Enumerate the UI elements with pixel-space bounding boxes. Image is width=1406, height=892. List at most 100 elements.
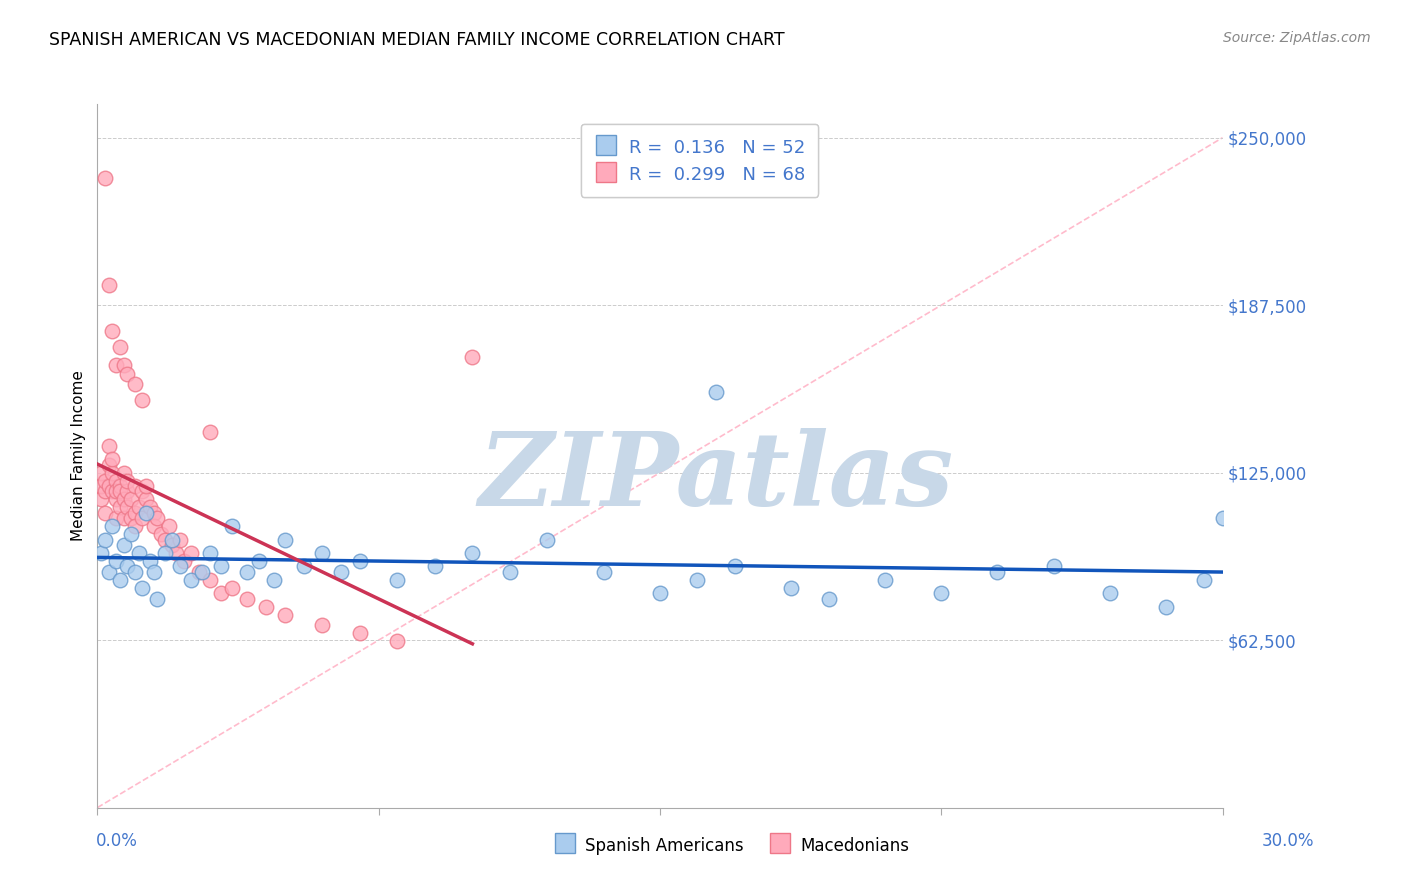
Point: [112, 466, 135, 480]
Point: [1212, 511, 1234, 525]
Point: [105, 554, 128, 568]
Point: [120, 527, 142, 541]
Point: [90, 546, 112, 560]
Point: [780, 581, 803, 595]
Point: [105, 492, 128, 507]
Point: [117, 500, 139, 515]
Point: [198, 425, 221, 440]
Point: [1098, 586, 1121, 600]
Point: [180, 546, 202, 560]
Point: [146, 591, 169, 606]
Point: [101, 519, 124, 533]
Point: [146, 511, 169, 525]
Point: [120, 511, 142, 525]
Point: [191, 565, 214, 579]
Point: [461, 546, 484, 560]
Point: [101, 324, 124, 338]
Point: [94, 484, 117, 499]
Point: [209, 586, 232, 600]
Point: [142, 506, 165, 520]
Text: ZIPatlas: ZIPatlas: [478, 427, 953, 526]
Point: [120, 492, 142, 507]
Legend: R =  0.136   N = 52, R =  0.299   N = 68: R = 0.136 N = 52, R = 0.299 N = 68: [581, 124, 818, 197]
Point: [124, 506, 146, 520]
Point: [274, 533, 297, 547]
Point: [349, 554, 371, 568]
Point: [423, 559, 446, 574]
Point: [97, 439, 120, 453]
Point: [592, 565, 614, 579]
Point: [105, 359, 128, 373]
Point: [112, 492, 135, 507]
Point: [131, 484, 153, 499]
Point: [97, 565, 120, 579]
Point: [236, 565, 259, 579]
Point: [349, 626, 371, 640]
Point: [311, 618, 333, 632]
Point: [112, 538, 135, 552]
Point: [142, 519, 165, 533]
Point: [135, 492, 157, 507]
Point: [704, 385, 727, 400]
Point: [162, 533, 184, 547]
Point: [94, 474, 117, 488]
Point: [162, 538, 184, 552]
Point: [90, 492, 112, 507]
Point: [724, 559, 747, 574]
Point: [124, 519, 146, 533]
Point: [198, 546, 221, 560]
Point: [292, 559, 315, 574]
Text: SPANISH AMERICAN VS MACEDONIAN MEDIAN FAMILY INCOME CORRELATION CHART: SPANISH AMERICAN VS MACEDONIAN MEDIAN FA…: [49, 31, 785, 49]
Point: [209, 559, 232, 574]
Point: [387, 573, 409, 587]
Point: [90, 466, 112, 480]
Point: [108, 573, 131, 587]
Point: [461, 351, 484, 365]
Point: [94, 506, 117, 520]
Point: [108, 500, 131, 515]
Text: 30.0%: 30.0%: [1263, 831, 1315, 849]
Point: [499, 565, 522, 579]
Point: [648, 586, 671, 600]
Point: [108, 479, 131, 493]
Point: [986, 565, 1008, 579]
Point: [101, 484, 124, 499]
Point: [131, 393, 153, 408]
Point: [150, 527, 173, 541]
Point: [274, 607, 297, 622]
Point: [105, 474, 128, 488]
Text: Source: ZipAtlas.com: Source: ZipAtlas.com: [1223, 31, 1371, 45]
Point: [165, 546, 187, 560]
Point: [105, 484, 128, 499]
Point: [169, 559, 191, 574]
Point: [124, 479, 146, 493]
Point: [686, 573, 709, 587]
Point: [131, 581, 153, 595]
Point: [101, 452, 124, 467]
Point: [94, 533, 117, 547]
Point: [90, 479, 112, 493]
Point: [153, 546, 176, 560]
Point: [142, 565, 165, 579]
Point: [221, 581, 243, 595]
Point: [198, 573, 221, 587]
Point: [117, 559, 139, 574]
Point: [135, 479, 157, 493]
Y-axis label: Median Family Income: Median Family Income: [72, 370, 86, 541]
Point: [254, 599, 277, 614]
Point: [105, 511, 128, 525]
Point: [124, 377, 146, 392]
Point: [117, 367, 139, 381]
Point: [817, 591, 839, 606]
Point: [311, 546, 333, 560]
Point: [108, 340, 131, 354]
Point: [929, 586, 952, 600]
Point: [263, 573, 285, 587]
Point: [187, 565, 209, 579]
Point: [97, 458, 120, 472]
Point: [180, 573, 202, 587]
Point: [387, 634, 409, 648]
Point: [330, 565, 353, 579]
Point: [1154, 599, 1177, 614]
Point: [139, 554, 162, 568]
